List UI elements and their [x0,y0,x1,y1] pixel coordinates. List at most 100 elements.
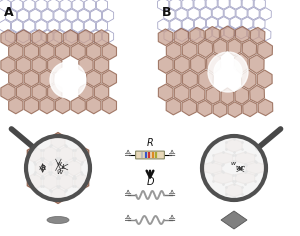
Polygon shape [75,146,89,162]
Polygon shape [198,100,212,117]
Text: D: D [146,177,154,187]
Polygon shape [75,174,89,190]
Polygon shape [226,139,242,152]
FancyBboxPatch shape [136,151,164,159]
Polygon shape [51,133,65,149]
Polygon shape [258,99,273,116]
Polygon shape [9,97,23,114]
Polygon shape [158,56,173,73]
Polygon shape [190,85,205,103]
Polygon shape [24,70,39,87]
Polygon shape [43,174,57,190]
Polygon shape [250,27,265,44]
Polygon shape [94,84,109,100]
Polygon shape [40,43,54,60]
Text: A: A [4,6,14,19]
Polygon shape [213,172,233,184]
Polygon shape [87,97,101,114]
Polygon shape [56,97,70,114]
Polygon shape [228,39,241,56]
Polygon shape [51,187,65,203]
Polygon shape [174,28,189,45]
Polygon shape [9,70,23,87]
Polygon shape [24,97,39,114]
Polygon shape [234,53,248,74]
Polygon shape [102,43,116,60]
Polygon shape [9,43,23,60]
Polygon shape [257,41,272,59]
Polygon shape [242,40,256,58]
Polygon shape [79,30,93,46]
Polygon shape [48,30,62,46]
Polygon shape [206,53,220,74]
Polygon shape [246,162,266,174]
Text: R: R [147,139,153,148]
Polygon shape [220,26,234,42]
Polygon shape [174,56,189,73]
Polygon shape [59,174,73,190]
Ellipse shape [47,216,69,223]
Polygon shape [27,174,41,190]
Text: w: w [56,161,62,166]
Text: B: B [162,6,172,19]
Polygon shape [79,57,93,73]
Polygon shape [226,184,242,197]
Text: ≙: ≙ [124,150,132,160]
Polygon shape [79,84,93,100]
Polygon shape [198,40,213,58]
Text: ≙: ≙ [168,215,176,225]
Text: a: a [40,164,45,173]
Text: W': W' [236,166,243,171]
Polygon shape [48,84,62,100]
Polygon shape [257,70,272,88]
Polygon shape [190,27,204,44]
Polygon shape [87,43,101,60]
Polygon shape [206,87,220,104]
Polygon shape [35,160,49,176]
Polygon shape [56,43,70,60]
Polygon shape [221,211,247,229]
Polygon shape [51,160,65,176]
Polygon shape [102,70,116,87]
Polygon shape [1,84,15,100]
Text: ≙: ≙ [168,150,176,160]
Circle shape [214,58,242,86]
Polygon shape [182,41,197,59]
Polygon shape [158,29,173,46]
Polygon shape [43,146,57,162]
Polygon shape [213,102,227,117]
Polygon shape [94,30,109,46]
Polygon shape [67,160,81,176]
Polygon shape [16,57,31,73]
Polygon shape [102,97,116,114]
Polygon shape [1,30,15,46]
Polygon shape [166,98,181,115]
Polygon shape [27,146,41,162]
Polygon shape [40,70,54,87]
Polygon shape [71,97,85,114]
Text: W: W [56,170,62,175]
Polygon shape [190,55,206,73]
Polygon shape [158,84,173,101]
Polygon shape [202,162,222,174]
Polygon shape [16,30,31,46]
Polygon shape [243,101,257,117]
Polygon shape [228,102,242,118]
Polygon shape [1,57,15,73]
Polygon shape [235,87,249,104]
Text: L': L' [241,166,246,171]
Polygon shape [167,70,181,88]
Polygon shape [205,26,220,42]
Polygon shape [250,85,265,103]
Polygon shape [221,88,234,105]
Polygon shape [166,42,181,59]
Polygon shape [249,55,264,73]
Circle shape [26,136,90,200]
Polygon shape [87,70,101,87]
Polygon shape [182,70,197,88]
Circle shape [60,72,76,88]
Text: ≙: ≙ [124,190,132,200]
Polygon shape [235,26,249,42]
Polygon shape [214,39,227,56]
Polygon shape [94,57,109,73]
